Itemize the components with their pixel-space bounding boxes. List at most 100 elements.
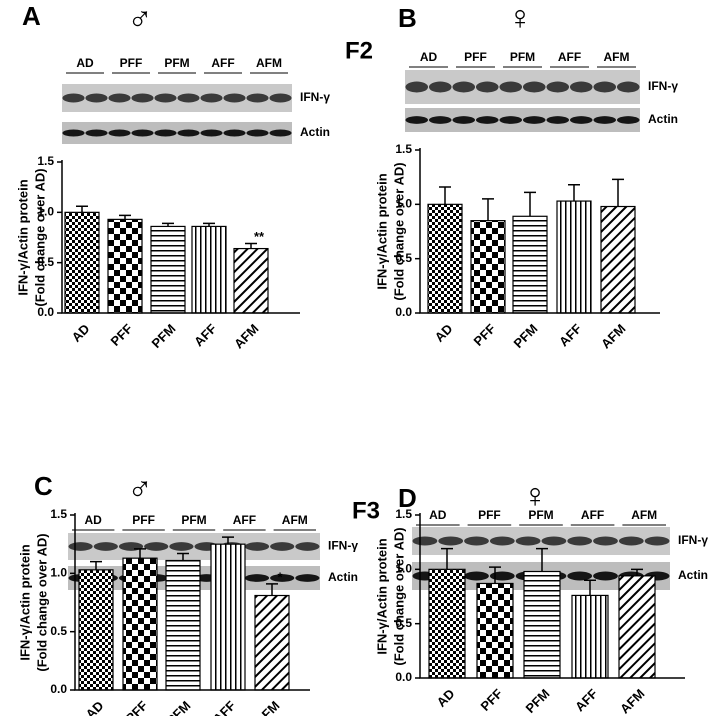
x-tick-label: PFM	[523, 686, 553, 716]
blot-band	[223, 129, 246, 137]
blot-band	[131, 129, 154, 137]
blot-band	[541, 536, 567, 546]
blot-band	[169, 542, 194, 551]
blot-band	[593, 571, 618, 581]
y-axis-label: IFN-γ/Actin protein	[374, 538, 389, 654]
bar	[210, 543, 246, 691]
blot-label: Actin	[328, 570, 358, 584]
panel-letter: B	[398, 3, 417, 33]
blot-label: Actin	[648, 112, 678, 126]
x-tick-label: AFF	[210, 698, 239, 716]
panel-letter: A	[22, 1, 41, 31]
x-tick-label: AD	[69, 321, 93, 345]
blot-band	[144, 542, 169, 551]
y-axis-label: IFN-γ/Actin protein	[374, 173, 389, 289]
blot-band	[452, 116, 476, 124]
y-tick-label: 1.5	[37, 154, 54, 168]
error-bar	[134, 548, 146, 559]
bar	[600, 205, 636, 314]
axis	[419, 513, 685, 679]
y-tick-label: 0.5	[395, 616, 412, 630]
blot-band	[244, 542, 270, 551]
lane-label: AFM	[604, 50, 630, 64]
blot-band	[246, 93, 269, 103]
error-bar	[90, 560, 102, 570]
lane-label: AFF	[233, 513, 256, 527]
y-axis-label: IFN-γ/Actin protein	[17, 544, 32, 660]
blot-band	[546, 81, 570, 93]
blot-band	[85, 93, 108, 103]
blot-band	[522, 116, 546, 124]
blot-band	[131, 93, 154, 103]
x-tick-label: AD	[434, 686, 458, 710]
lane-label: AFF	[581, 508, 604, 522]
lane-label: AFF	[558, 50, 581, 64]
x-tick-label: AFM	[252, 698, 283, 716]
y-tick-label: 0.0	[37, 305, 54, 319]
panel-letter: D	[398, 483, 417, 513]
blot-band	[644, 536, 670, 546]
blot-band	[295, 574, 320, 582]
blot-band	[616, 116, 640, 124]
y-axis-label: IFN-γ/Actin protein	[15, 179, 30, 295]
blot-band	[515, 536, 541, 546]
blot-band	[295, 542, 320, 551]
significance-mark: *	[277, 569, 283, 584]
blot-band	[546, 116, 570, 124]
bar	[556, 200, 592, 314]
lane-label: AD	[429, 508, 447, 522]
x-tick-label: AFF	[572, 686, 601, 715]
blot-band	[618, 536, 644, 546]
lane-label: AFM	[282, 513, 308, 527]
y-axis-label: (Fold change over AD)	[32, 168, 47, 306]
lane-label: AFF	[211, 56, 234, 70]
blot-band	[270, 574, 295, 582]
error-bar	[482, 198, 494, 221]
blot-band	[62, 93, 85, 103]
x-tick-label: AFF	[556, 321, 585, 350]
blot-band	[428, 81, 452, 93]
y-tick-label: 0.5	[395, 251, 412, 265]
blot-band	[62, 129, 85, 137]
bar	[571, 594, 609, 679]
error-bar	[584, 579, 596, 596]
bar	[512, 215, 548, 314]
y-tick-label: 1.5	[395, 507, 412, 521]
y-tick-label: 0.5	[37, 255, 54, 269]
lane-label: AD	[85, 513, 103, 527]
lane-label: PFM	[181, 513, 206, 527]
sex-symbol: ♂	[127, 0, 153, 37]
blot-band	[154, 93, 177, 103]
x-tick-label: AD	[432, 321, 456, 345]
x-tick-label: AFM	[617, 686, 648, 716]
blot-band	[200, 93, 223, 103]
bar	[191, 225, 227, 314]
bar	[165, 559, 201, 691]
error-bar	[441, 547, 453, 570]
bar	[523, 570, 561, 679]
x-tick-label: PFM	[511, 321, 541, 351]
lane-label: PFF	[478, 508, 501, 522]
axis	[74, 513, 310, 691]
bar	[78, 569, 114, 691]
row-label: F2	[345, 37, 373, 64]
error-bar	[203, 222, 215, 227]
lane-label: AD	[76, 56, 94, 70]
x-tick-label: PFM	[149, 321, 179, 351]
sex-symbol: ♀	[507, 0, 533, 37]
sex-symbol: ♂	[127, 469, 153, 507]
lane-label: PFF	[120, 56, 143, 70]
blot-band	[464, 571, 489, 581]
significance-mark: **	[254, 229, 265, 244]
y-axis-label: (Fold change over AD)	[391, 527, 406, 665]
y-tick-label: 1.0	[50, 566, 67, 580]
blot-label: IFN-γ	[678, 533, 708, 547]
bar	[618, 575, 656, 679]
lane-label: PFF	[132, 513, 155, 527]
y-tick-label: 1.0	[37, 205, 54, 219]
x-tick-label: PFF	[123, 698, 151, 716]
blot-label: IFN-γ	[648, 79, 678, 93]
blot-band	[412, 536, 438, 546]
error-bar	[489, 566, 501, 584]
